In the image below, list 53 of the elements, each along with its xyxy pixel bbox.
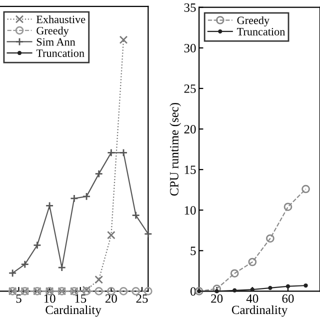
x-tick-label: 5 [16,294,22,303]
legend-label: Truncation [36,50,84,57]
y-tick-label: 10 [184,206,196,215]
x-axis-title: Cardinality [46,305,102,317]
point [230,269,239,278]
x-tick-label: 40 [246,294,258,303]
point [8,268,17,278]
x-tick-label: 25 [136,294,148,303]
y-tick-label: 5 [190,246,196,256]
y-tick-label: 15 [184,166,196,174]
y-tick-label: 20 [184,125,196,134]
point [232,288,237,292]
point [33,241,42,250]
point [107,230,116,240]
legend-label: Greedy [237,16,270,26]
point [107,148,116,157]
point [302,184,310,194]
point [284,202,292,212]
point [58,263,66,272]
point [119,287,128,296]
point [144,287,152,296]
point [70,194,78,203]
point [286,284,290,288]
point [132,287,140,296]
point [144,230,152,238]
point [94,170,104,178]
legend-label: Sim Ann [36,38,76,46]
point [119,148,128,157]
point [82,192,91,201]
point [248,258,257,266]
legend-label: Greedy [36,26,69,37]
legend-label: Truncation [237,28,286,36]
y-tick-label: 35 [184,3,196,12]
x-tick-label: 10 [44,294,56,303]
point [304,283,308,288]
point [119,36,128,44]
point [132,211,140,220]
point [45,202,54,210]
y-tick-label: 25 [184,84,196,93]
x-tick-label: 20 [211,294,223,303]
y-tick-label: 30 [184,44,196,52]
point [94,287,104,296]
point [94,275,104,284]
legend-label: Exhaustive [36,15,86,24]
point [20,260,30,268]
x-axis-title: Cardinality [232,305,288,317]
y-axis-title: CPU runtime (sec) [170,102,181,196]
point [268,286,272,290]
point [266,234,274,243]
x-tick-label: 60 [282,294,294,303]
x-tick-label: 20 [105,294,117,303]
x-tick-label: 15 [75,294,86,303]
point [212,284,221,293]
